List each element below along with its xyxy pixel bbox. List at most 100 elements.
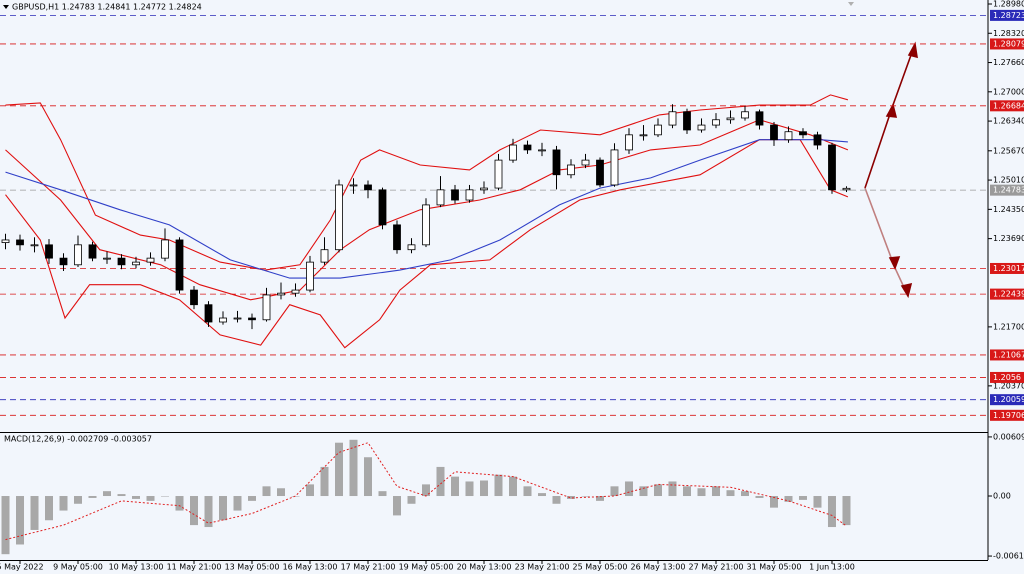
macd-bar	[306, 484, 315, 497]
candle-body	[291, 289, 300, 294]
candle-body	[683, 111, 691, 131]
level-label: 1.26684	[993, 101, 1024, 110]
candle-body	[349, 184, 358, 187]
x-tick-label: 9 May 05:00	[53, 563, 103, 572]
candle-body	[465, 189, 474, 201]
macd-signal	[5, 442, 847, 541]
candle-body	[509, 144, 517, 161]
level-label: 1.19706	[993, 411, 1024, 420]
candle-body	[581, 159, 590, 166]
macd-bar	[566, 496, 575, 499]
x-tick-label: 23 May 21:00	[515, 563, 570, 572]
macd-bar	[465, 481, 474, 497]
indicator-line	[5, 94, 849, 271]
candle-body	[625, 134, 633, 151]
macd-bar	[30, 496, 39, 530]
candle-body	[828, 144, 836, 191]
macd-bar	[262, 486, 271, 497]
candle-body	[480, 187, 488, 191]
candle-body	[567, 164, 575, 176]
macd-bar	[479, 480, 488, 497]
candle-body	[451, 189, 459, 201]
level-label-bg	[990, 9, 1024, 21]
candle-body	[175, 239, 184, 291]
candle-body	[697, 124, 706, 131]
macd-bar	[798, 496, 807, 500]
macd-bar	[349, 439, 358, 497]
macd-bar	[378, 491, 387, 497]
candle-body	[45, 244, 53, 259]
macd-bar	[219, 496, 228, 521]
x-tick-label: 26 May 13:00	[631, 563, 686, 572]
candle-body	[30, 244, 39, 247]
macd-bar	[421, 484, 430, 497]
macd-bar	[682, 486, 691, 497]
candle-body	[306, 261, 314, 291]
candle-body	[784, 131, 793, 141]
candle-body	[799, 131, 807, 136]
candle-body	[741, 111, 749, 119]
level-label-bg	[990, 100, 1024, 112]
macd-bar	[711, 486, 720, 497]
candle-body	[88, 244, 97, 259]
candle-body	[364, 184, 372, 191]
x-tick-label: 16 May 13:00	[283, 563, 338, 572]
candle-body	[610, 149, 619, 186]
candle-body	[190, 289, 198, 306]
macd-bar	[277, 488, 286, 497]
candle-body	[422, 204, 430, 246]
macd-bar	[291, 496, 300, 497]
macd-bar	[450, 476, 459, 497]
level-label-bg	[990, 184, 1024, 196]
macd-bar	[392, 496, 401, 516]
level-label-bg	[990, 371, 1024, 383]
macd-bar	[784, 496, 793, 502]
candle-body	[654, 124, 662, 136]
y-tick-label: 1.23690	[993, 234, 1024, 243]
menu-icon	[3, 5, 9, 9]
y-tick-label: 0.00	[993, 492, 1011, 501]
macd-bar	[1, 496, 10, 555]
y-tick-label: 1.25010	[993, 176, 1024, 185]
level-label-bg	[990, 394, 1024, 406]
candle-body	[523, 144, 532, 151]
candle-body	[712, 119, 720, 126]
candle-body	[596, 159, 604, 186]
macd-bar	[508, 476, 517, 497]
macd-bar	[88, 496, 97, 498]
candle-body	[842, 187, 851, 191]
macd-bar	[581, 496, 590, 497]
y-tick-label: 1.27660	[993, 58, 1024, 67]
candle-body	[117, 257, 126, 266]
macd-bar	[769, 496, 778, 508]
macd-bar	[59, 496, 68, 511]
macd-bar	[813, 496, 822, 508]
y-tick-label: 1.27000	[993, 87, 1024, 96]
level-label: 1.22439	[993, 290, 1024, 299]
x-tick-label: 25 May 05:00	[573, 563, 628, 572]
candle-body	[132, 261, 140, 266]
candle-body	[262, 294, 271, 321]
level-label-bg	[990, 409, 1024, 421]
candle-body	[726, 117, 735, 121]
macd-bar	[552, 496, 561, 504]
y-tick-label: 1.24350	[993, 205, 1024, 214]
candle-body	[204, 304, 213, 323]
x-tick-label: 13 May 05:00	[225, 563, 280, 572]
x-tick-label: 27 May 21:00	[689, 563, 744, 572]
candle-body	[770, 124, 778, 141]
indicator-line	[5, 139, 848, 279]
macd-bar	[537, 493, 546, 497]
macd-bar	[610, 486, 619, 497]
macd-bar	[175, 496, 184, 511]
candle-body	[668, 111, 677, 126]
macd-bar	[334, 442, 343, 497]
macd-bar	[132, 496, 141, 499]
level-label: 1.28079	[993, 39, 1024, 48]
level-label: 1.24783	[993, 186, 1024, 195]
candle-body	[103, 257, 111, 260]
candle-body	[436, 189, 445, 206]
macd-bar	[233, 496, 242, 511]
candle-body	[552, 149, 561, 176]
